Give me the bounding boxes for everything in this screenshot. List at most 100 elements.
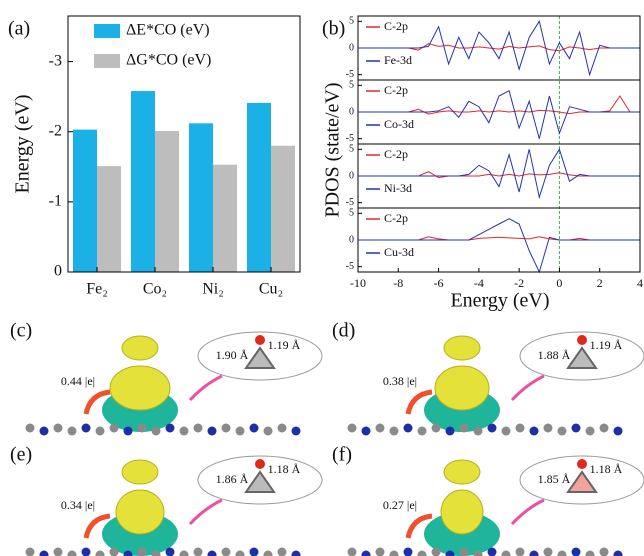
atom <box>488 424 497 433</box>
atom <box>348 424 357 433</box>
distance-label: 1.85 Å <box>538 472 571 486</box>
distance-label: 1.18 Å <box>590 462 623 476</box>
y-tick-label: -3 <box>49 52 62 69</box>
y-tick-label: -5 <box>346 261 354 272</box>
atom <box>460 424 469 433</box>
zoom-arrow <box>190 376 222 400</box>
x-tick-label: 2 <box>597 276 603 290</box>
isosurface-yellow <box>122 336 158 360</box>
isosurface-yellow <box>110 366 170 410</box>
panel-label: (f) <box>332 444 352 466</box>
x-tick-label: 0 <box>556 276 562 290</box>
isosurface-yellow <box>116 490 164 534</box>
atom <box>40 427 49 436</box>
atom <box>418 551 427 556</box>
figure: (a)0-1-2-3Energy (eV)Fe₂Co₂Ni₂Cu₂ΔE*CO (… <box>0 0 644 556</box>
y-tick-label: -1 <box>49 193 62 210</box>
panel-label: (b) <box>322 18 345 40</box>
atom <box>222 424 231 433</box>
atom <box>68 427 77 436</box>
atom <box>502 427 511 436</box>
y-tick-label: 0 <box>349 170 354 181</box>
atom <box>26 424 35 433</box>
atom <box>166 424 175 433</box>
atom <box>110 424 119 433</box>
pdos-line <box>358 96 640 114</box>
zoom-arrow <box>190 500 222 524</box>
distance-label: 1.90 Å <box>216 348 249 362</box>
y-axis-label: PDOS (state/eV) <box>322 83 344 218</box>
atom <box>572 548 581 556</box>
y-tick-label: -5 <box>346 197 354 208</box>
atom <box>82 548 91 556</box>
oxygen <box>255 335 265 345</box>
y-tick-label: 5 <box>349 16 354 27</box>
isosurface-yellow <box>444 336 480 360</box>
bar <box>271 146 295 272</box>
atom <box>54 424 63 433</box>
structure-panel: (d)0.38 |e|1.88 Å1.19 Å <box>332 320 644 436</box>
bar <box>213 165 237 272</box>
atom <box>502 551 511 556</box>
x-tick-label: Co₂ <box>143 281 167 298</box>
y-tick-label: -5 <box>346 133 354 144</box>
atom <box>264 427 273 436</box>
atom <box>250 548 259 556</box>
atom <box>264 551 273 556</box>
atom <box>362 427 371 436</box>
distance-label: 1.86 Å <box>216 472 249 486</box>
atom <box>600 548 609 556</box>
legend-label: Co-3d <box>384 117 414 131</box>
bar <box>131 91 155 272</box>
x-tick-label: -4 <box>474 276 484 290</box>
legend-label: C-2p <box>384 147 408 161</box>
x-tick-label: -8 <box>393 276 403 290</box>
atom <box>362 551 371 556</box>
bar <box>155 131 179 272</box>
atom <box>586 427 595 436</box>
atom <box>558 551 567 556</box>
atom <box>544 424 553 433</box>
pdos-line <box>358 172 640 178</box>
legend-swatch <box>94 24 120 38</box>
bar <box>97 166 121 272</box>
atom <box>348 548 357 556</box>
atom <box>572 424 581 433</box>
bar <box>247 103 271 272</box>
atom <box>54 548 63 556</box>
distance-label: 1.18 Å <box>268 462 301 476</box>
x-tick-label: Cu₂ <box>259 281 283 298</box>
atom <box>516 548 525 556</box>
legend-label: C-2p <box>384 83 408 97</box>
y-tick-label: 0 <box>349 106 354 117</box>
legend-label: ΔG*CO (eV) <box>126 52 211 69</box>
atom <box>544 548 553 556</box>
atom <box>208 551 217 556</box>
atom <box>82 424 91 433</box>
y-tick-label: 0 <box>349 42 354 53</box>
isosurface-yellow <box>435 366 489 410</box>
legend-label: Fe-3d <box>384 53 412 67</box>
atom <box>558 427 567 436</box>
atom <box>236 427 245 436</box>
bar <box>73 130 97 272</box>
x-tick-label: -2 <box>514 276 524 290</box>
atom <box>390 427 399 436</box>
isosurface-yellow <box>441 490 483 534</box>
oxygen <box>255 459 265 469</box>
atom <box>586 551 595 556</box>
atom <box>68 551 77 556</box>
y-tick-label: 0 <box>54 263 62 280</box>
atom <box>376 548 385 556</box>
x-axis-label: Energy (eV) <box>450 290 549 312</box>
atom <box>40 551 49 556</box>
pdos-line <box>358 91 640 139</box>
y-tick-label: 5 <box>349 80 354 91</box>
charge-label: 0.38 |e| <box>383 374 417 388</box>
y-tick-label: -2 <box>49 122 62 139</box>
atom <box>208 427 217 436</box>
x-tick-label: -6 <box>434 276 444 290</box>
distance-label: 1.19 Å <box>590 338 623 352</box>
zoom-arrow <box>512 500 544 524</box>
atom <box>404 424 413 433</box>
